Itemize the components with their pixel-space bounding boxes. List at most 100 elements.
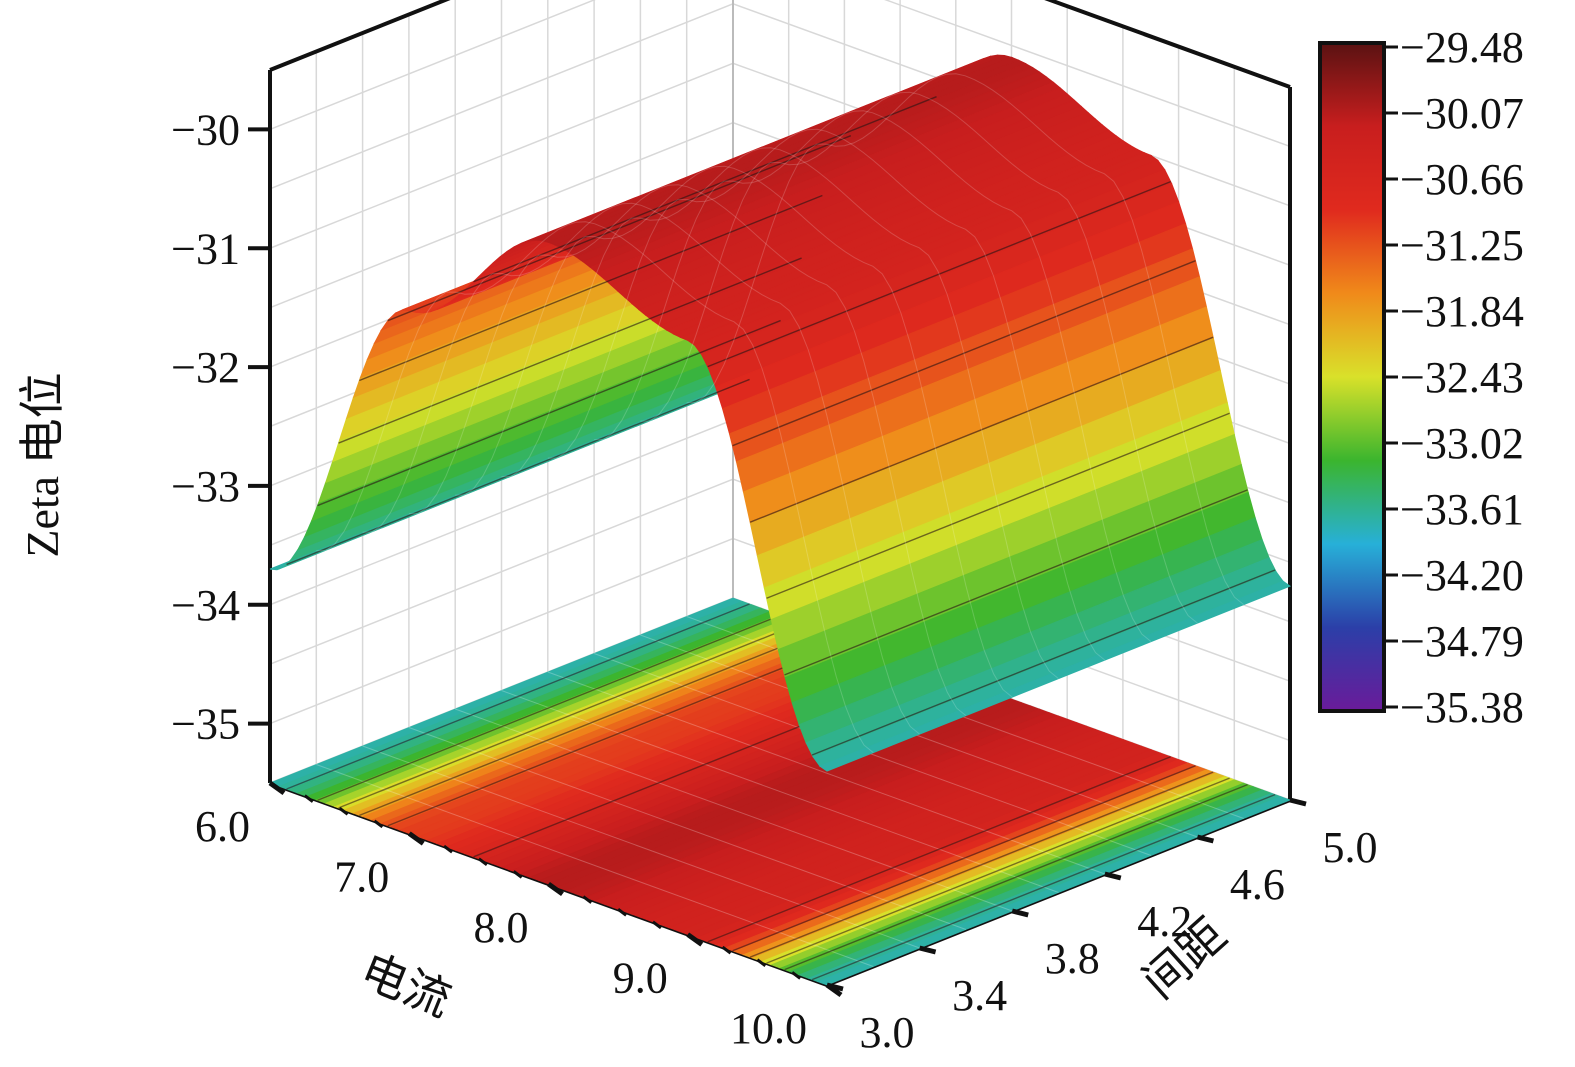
- y-tick-label: 3.0: [860, 1008, 915, 1057]
- x-minor-tick: [443, 844, 453, 854]
- floor-grid-line: [593, 653, 1152, 856]
- surface-contour: [387, 135, 852, 322]
- floor-contour: [811, 793, 1276, 981]
- floor-contour: [707, 756, 1171, 943]
- x-minor-tick: [408, 832, 419, 841]
- z-tick-label: −32: [171, 343, 240, 392]
- x-minor-tick: [756, 958, 767, 967]
- surface-contour: [473, 96, 937, 283]
- surface-contour: [749, 336, 1214, 523]
- colorbar-tick-label: −33.61: [1400, 485, 1524, 534]
- colorbar-tick-label: −30.66: [1400, 155, 1524, 204]
- x-tick-label: 9.0: [613, 954, 668, 1003]
- z-tick-label: −30: [171, 105, 240, 154]
- x-minor-tick: [269, 781, 279, 791]
- surface-mesh-line: [408, 184, 967, 716]
- y-tick-mark: [1011, 908, 1029, 918]
- floor-contour: [317, 614, 781, 801]
- floor-grid-line: [408, 727, 967, 930]
- surface-contour: [784, 489, 1248, 676]
- grid-line-z: [269, 0, 1291, 148]
- x-tick-label: 8.0: [474, 903, 529, 952]
- colorbar-gradient: [1318, 41, 1386, 713]
- x-minor-tick: [791, 971, 802, 980]
- y-tick-mark: [826, 982, 844, 992]
- floor-contour: [286, 603, 750, 790]
- y-tick-label: 3.4: [952, 971, 1007, 1020]
- frame-edge: [269, 0, 1291, 89]
- x-minor-tick: [686, 933, 697, 942]
- y-tick-label: 5.0: [1323, 823, 1378, 872]
- surface: [269, 54, 1292, 772]
- x-tick-label: 7.0: [334, 853, 389, 902]
- x-minor-tick: [512, 870, 523, 879]
- colorbar-tick-label: −31.84: [1400, 287, 1524, 336]
- y-tick-label: 3.8: [1045, 934, 1100, 983]
- colorbar-tick-label: −29.48: [1400, 23, 1524, 72]
- x-tick-label: 10.0: [730, 1004, 807, 1053]
- colorbar-tick-label: −35.38: [1400, 683, 1524, 732]
- x-minor-tick: [721, 945, 732, 955]
- y-axis: 3.0 3.4 3.8 4.2 4.6 5.0: [826, 797, 1378, 1057]
- colorbar-tick-label: −34.79: [1400, 617, 1524, 666]
- floor-grid-line: [316, 764, 874, 967]
- surface-contour: [359, 194, 823, 382]
- floor-contour: [732, 765, 1196, 952]
- colorbar-tick-label: −33.02: [1400, 419, 1524, 468]
- x-minor-tick: [338, 807, 349, 816]
- x-minor-tick: [373, 819, 384, 829]
- x-axis: 6.0 7.0 8.0 9.0 10.0: [195, 780, 843, 1053]
- x-minor-tick: [617, 908, 628, 917]
- x-minor-tick: [477, 857, 488, 866]
- surface-mesh-line: [686, 73, 1245, 605]
- y-tick-mark: [1104, 871, 1122, 881]
- surface-mesh-line: [501, 147, 1059, 679]
- floor-contour: [749, 771, 1214, 958]
- surface-mesh-line: [316, 221, 874, 753]
- y-tick-label: 4.2: [1137, 897, 1192, 946]
- surface-contour: [317, 319, 781, 507]
- y-tick-mark: [918, 945, 937, 955]
- y-tick-mark: [1196, 834, 1215, 844]
- floor-contour: [387, 640, 852, 827]
- x-axis-title: 电流: [354, 945, 458, 1027]
- floor-grid-line: [547, 671, 1105, 875]
- floor-grid-line: [501, 690, 1059, 893]
- z-axis: −30 −31 −32 −33 −34 −35: [171, 105, 270, 749]
- z-tick-label: −35: [171, 700, 240, 749]
- y-tick-label: 4.6: [1230, 860, 1285, 909]
- surface-contour: [811, 569, 1276, 756]
- colorbar-tick-label: −31.25: [1400, 221, 1524, 270]
- x-minor-tick: [547, 882, 558, 892]
- floor-contour: [784, 783, 1248, 971]
- x-minor-tick: [582, 895, 593, 904]
- surface-mesh-line: [362, 202, 920, 735]
- x-minor-tick: [303, 794, 314, 803]
- floor-grid-line: [362, 745, 920, 949]
- y-tick-mark: [1289, 797, 1307, 807]
- floor-grid-line: [640, 634, 1198, 838]
- z-tick-label: −31: [171, 224, 240, 273]
- colorbar-tick-label: −30.07: [1400, 89, 1524, 138]
- surface-mesh-line: [455, 165, 1013, 698]
- floor-contour: [359, 629, 823, 817]
- surface-contour: [766, 412, 1230, 599]
- surface-mesh-line: [640, 91, 1198, 624]
- z-tick-label: −34: [171, 581, 240, 630]
- surface-mesh-line: [547, 128, 1106, 661]
- floor-grid-line: [455, 708, 1013, 912]
- surface-strip: [818, 580, 1292, 772]
- x-tick-label: 6.0: [195, 802, 250, 851]
- z-axis-title: Zeta 电位: [17, 372, 68, 557]
- colorbar-tick-label: −34.20: [1400, 551, 1524, 600]
- surface-contour: [732, 260, 1196, 447]
- surface-mesh-line: [594, 110, 1152, 642]
- surface-contour: [707, 180, 1171, 368]
- colorbar-tick-label: −32.43: [1400, 353, 1524, 402]
- z-tick-label: −33: [171, 462, 240, 511]
- surface-contour: [338, 257, 802, 444]
- x-minor-tick: [652, 920, 662, 930]
- floor-contour: [766, 777, 1230, 964]
- surface-contour: [286, 378, 750, 566]
